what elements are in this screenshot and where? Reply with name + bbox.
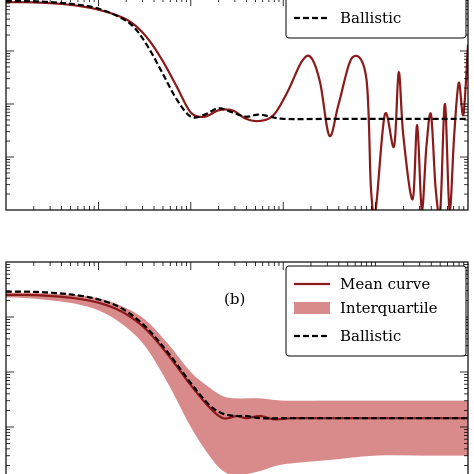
panel-a-plot-area — [6, 0, 468, 210]
panel-b-frame — [5, 261, 469, 474]
panel-a-frame — [5, 0, 469, 211]
panel-b-series-ballistic — [6, 290, 468, 420]
panel-a-legend: Ballistic — [285, 0, 467, 39]
panel-a-series-ballistic — [6, 0, 468, 121]
panel-a-series-mean — [6, 1, 468, 210]
legend-swatch-interquartile — [294, 302, 330, 314]
panel-b-legend-box — [285, 265, 467, 357]
legend-label-ballistic-b: Ballistic — [340, 327, 401, 345]
panel-b-legend: Mean curve Interquartile Ballistic — [285, 265, 467, 357]
panel-b-plot-area — [6, 290, 468, 474]
panel-a-legend-box — [285, 0, 467, 39]
panel-a: Ballistic — [5, 0, 469, 211]
panel-b-label: (b) — [224, 290, 245, 308]
panel-b: (b) Mean curve Interquartile Ballistic — [5, 261, 469, 474]
legend-label-interquartile: Interquartile — [340, 299, 438, 317]
panel-b-interquartile-band — [6, 292, 468, 474]
legend-label-mean: Mean curve — [340, 275, 430, 293]
legend-label-ballistic-a: Ballistic — [340, 9, 401, 27]
